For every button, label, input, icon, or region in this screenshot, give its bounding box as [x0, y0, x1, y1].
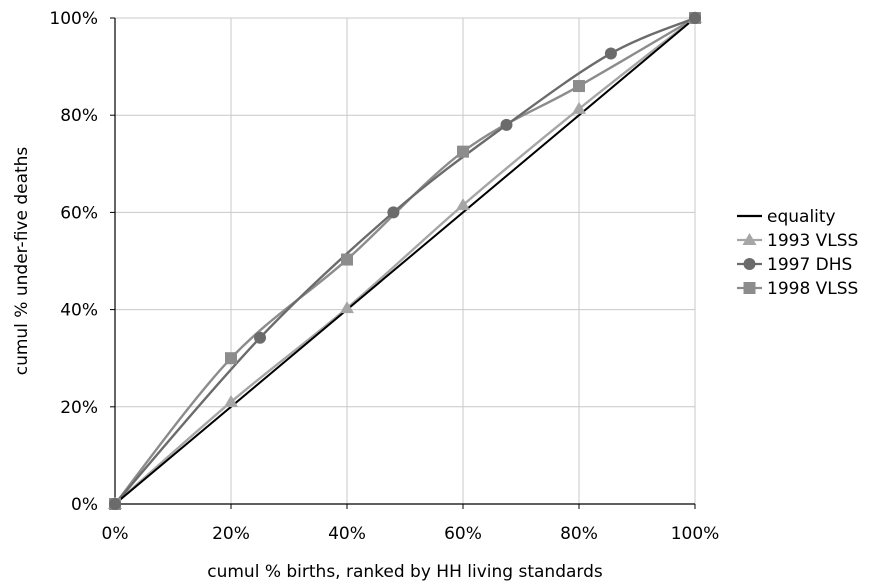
x-axis-title: cumul % births, ranked by HH living stan…	[207, 562, 603, 582]
data-point-1997-dhs	[109, 498, 121, 510]
legend-label-equality: equality	[767, 207, 836, 227]
data-point-1998-vlss	[573, 80, 585, 93]
legend-marker-1997-dhs	[743, 258, 756, 270]
data-point-1993-vlss	[340, 301, 354, 314]
data-point-1993-vlss	[456, 198, 470, 211]
series-line-1993-vlss	[114, 17, 696, 505]
x-tick-label: 0%	[102, 524, 129, 544]
data-point-1993-vlss	[224, 394, 238, 407]
y-tick-label: 20%	[60, 398, 98, 418]
legend-marker-1998-vlss	[743, 282, 756, 294]
data-point-1998-vlss	[225, 352, 237, 365]
data-point-1993-vlss	[572, 101, 586, 114]
y-tick-label: 100%	[49, 9, 98, 29]
x-tick-label: 100%	[671, 524, 720, 544]
y-tick-label: 40%	[60, 301, 98, 321]
data-point-1997-dhs	[689, 12, 701, 24]
data-point-1997-dhs	[387, 206, 400, 219]
y-tick-label: 60%	[60, 203, 98, 223]
x-tick-label: 20%	[212, 524, 250, 544]
data-point-1997-dhs	[500, 118, 513, 131]
x-tick-label: 80%	[560, 524, 598, 544]
tick-labels: 0% 20% 40% 60% 80% 100% 0% 20% 40% 60% 80% 100%	[49, 9, 719, 544]
data-point-1997-dhs	[604, 47, 617, 60]
legend-label-1993-vlss: 1993 VLSS	[767, 231, 858, 251]
legend-label-1997-dhs: 1997 DHS	[767, 255, 852, 275]
legend: equality 1993 VLSS 1997 DHS 1998 VLSS	[737, 207, 858, 299]
x-tick-label: 60%	[444, 524, 482, 544]
data-point-1998-vlss	[457, 145, 469, 158]
series-line-equality	[114, 17, 696, 505]
y-axis-title: cumul % under-five deaths	[12, 147, 32, 376]
y-tick-label: 80%	[60, 106, 98, 126]
legend-label-1998-vlss: 1998 VLSS	[767, 279, 858, 299]
x-tick-label: 40%	[328, 524, 366, 544]
y-tick-label: 0%	[71, 495, 98, 515]
series-markers	[108, 11, 702, 510]
legend-marker-1993-vlss	[742, 233, 757, 245]
data-point-1997-dhs	[254, 331, 266, 344]
data-point-1998-vlss	[341, 253, 353, 266]
